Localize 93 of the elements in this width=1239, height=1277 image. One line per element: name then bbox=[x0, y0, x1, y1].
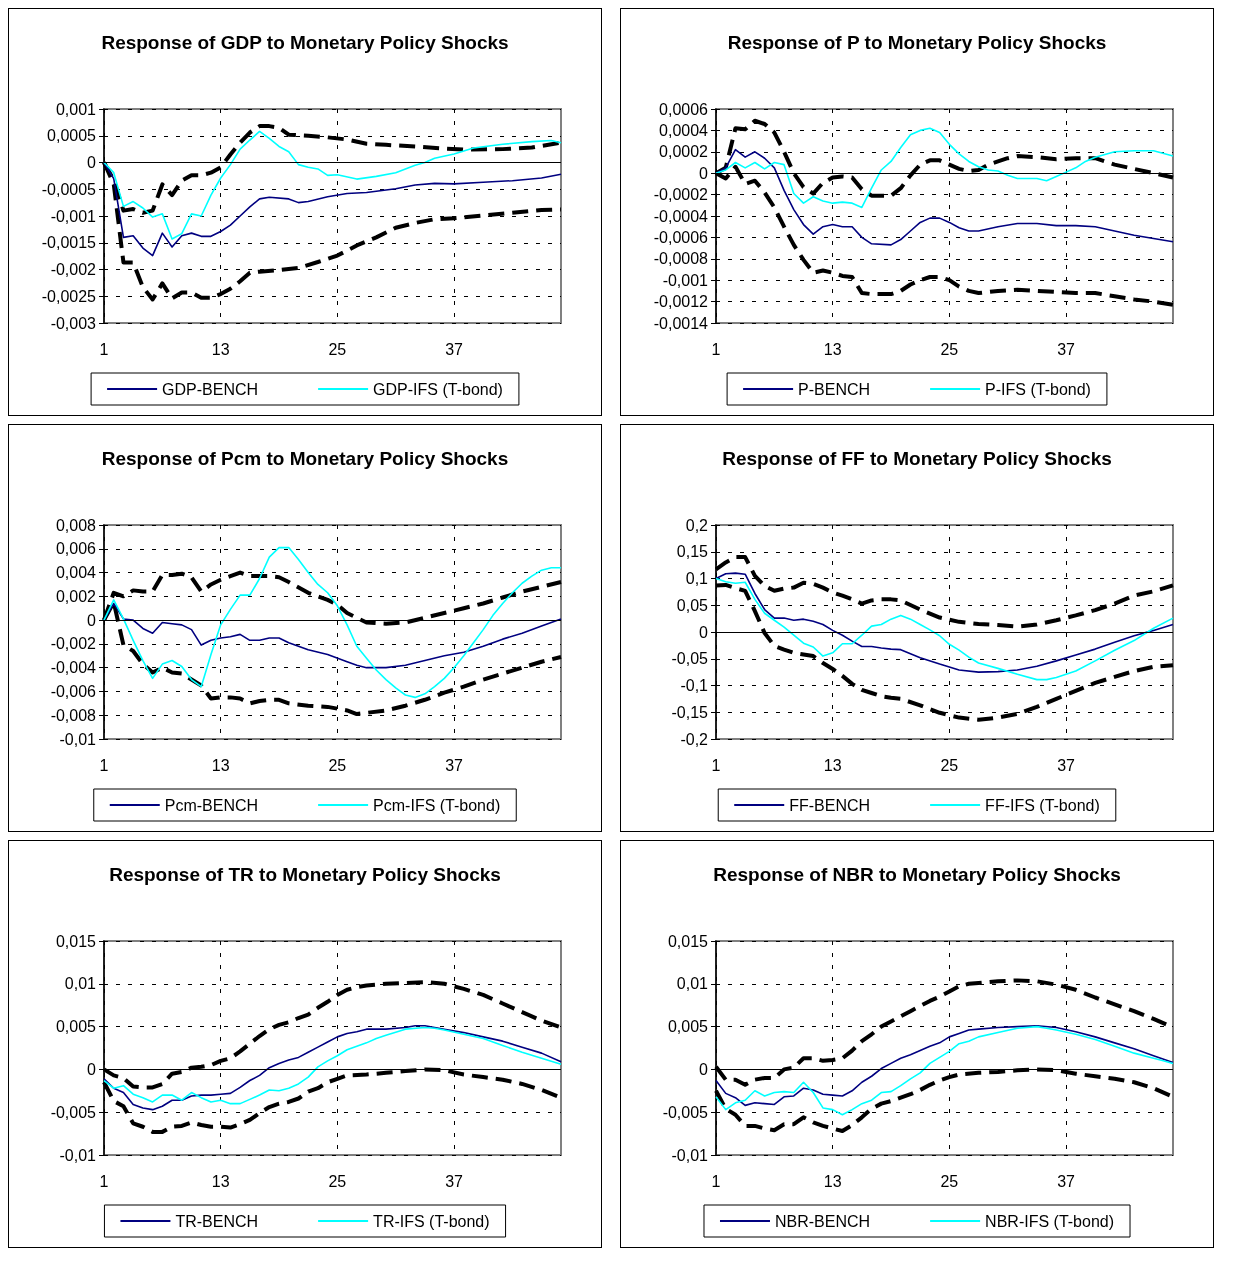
legend-label: Pcm-IFS (T-bond) bbox=[373, 796, 501, 814]
y-tick-label: -0,005 bbox=[662, 1103, 709, 1121]
x-tick-label: 37 bbox=[1057, 1172, 1076, 1190]
y-tick-label: 0 bbox=[699, 623, 709, 641]
y-tick-label: 0 bbox=[87, 611, 97, 629]
legend-label: NBR-BENCH bbox=[774, 1212, 871, 1230]
y-tick-label: -0,002 bbox=[50, 635, 97, 653]
x-tick-label: 13 bbox=[823, 756, 842, 774]
chart-title: Response of P to Monetary Policy Shocks bbox=[727, 31, 1107, 53]
y-tick-label: 0,2 bbox=[685, 516, 709, 534]
x-tick-label: 37 bbox=[445, 340, 464, 358]
legend-label: P-BENCH bbox=[798, 380, 871, 398]
y-tick-label: 0,1 bbox=[685, 570, 709, 587]
x-tick-label: 1 bbox=[99, 340, 109, 358]
y-tick-label: 0,015 bbox=[55, 932, 97, 950]
x-tick-label: 37 bbox=[445, 1172, 464, 1190]
chart-title: Response of NBR to Monetary Policy Shocks bbox=[713, 863, 1121, 885]
x-tick-label: 1 bbox=[99, 756, 109, 774]
y-tick-label: -0,002 bbox=[50, 261, 97, 278]
x-tick-label: 13 bbox=[211, 756, 230, 774]
x-tick-label: 37 bbox=[1057, 340, 1076, 358]
x-tick-label: 1 bbox=[711, 756, 721, 774]
y-tick-label: 0,015 bbox=[667, 932, 709, 950]
y-tick-label: -0,01 bbox=[59, 730, 97, 748]
y-tick-label: -0,2 bbox=[680, 730, 709, 748]
y-tick-label: -0,0006 bbox=[653, 228, 709, 246]
y-tick-label: -0,0015 bbox=[41, 234, 97, 252]
legend-label: P-IFS (T-bond) bbox=[985, 380, 1091, 398]
y-tick-label: 0,001 bbox=[55, 100, 97, 118]
y-tick-label: -0,0002 bbox=[653, 186, 709, 204]
x-tick-label: 13 bbox=[211, 340, 230, 358]
x-tick-label: 25 bbox=[940, 340, 959, 358]
legend-label: Pcm-BENCH bbox=[164, 796, 259, 814]
y-tick-label: -0,0004 bbox=[653, 207, 709, 225]
legend-label: GDP-BENCH bbox=[162, 380, 259, 398]
y-tick-label: 0 bbox=[699, 1060, 709, 1078]
chart-title: Response of FF to Monetary Policy Shocks bbox=[722, 447, 1112, 469]
x-tick-label: 1 bbox=[99, 1172, 109, 1190]
y-tick-label: -0,01 bbox=[59, 1146, 97, 1164]
y-tick-label: 0,15 bbox=[676, 543, 709, 561]
y-tick-label: -0,001 bbox=[662, 271, 709, 289]
legend-label: TR-BENCH bbox=[175, 1212, 259, 1230]
y-tick-label: -0,1 bbox=[680, 677, 709, 694]
x-tick-label: 25 bbox=[940, 1172, 959, 1190]
y-tick-label: 0,05 bbox=[676, 596, 709, 614]
x-tick-label: 25 bbox=[328, 340, 347, 358]
y-tick-label: -0,006 bbox=[50, 682, 97, 700]
y-tick-label: -0,01 bbox=[671, 1146, 709, 1164]
x-tick-label: 1 bbox=[711, 340, 721, 358]
x-tick-label: 25 bbox=[328, 756, 347, 774]
legend-label: FF-BENCH bbox=[789, 796, 871, 814]
x-tick-label: 37 bbox=[445, 756, 464, 774]
legend-label: NBR-IFS (T-bond) bbox=[985, 1212, 1115, 1230]
x-tick-label: 1 bbox=[711, 1172, 721, 1190]
y-tick-label: 0,005 bbox=[55, 1018, 97, 1036]
y-tick-label: 0,0004 bbox=[659, 121, 709, 139]
x-tick-label: 37 bbox=[1057, 756, 1076, 774]
y-tick-label: -0,003 bbox=[50, 314, 97, 332]
y-tick-label: -0,05 bbox=[671, 650, 709, 668]
y-tick-label: 0,004 bbox=[55, 564, 97, 582]
y-tick-label: -0,001 bbox=[50, 207, 97, 225]
y-tick-label: 0,006 bbox=[55, 540, 97, 558]
chart-title: Response of Pcm to Monetary Policy Shocks bbox=[101, 447, 509, 469]
y-tick-label: -0,0025 bbox=[41, 287, 97, 305]
y-tick-label: 0 bbox=[87, 154, 97, 171]
chart-title: Response of GDP to Monetary Policy Shocks bbox=[101, 31, 509, 53]
y-tick-label: 0,0006 bbox=[659, 100, 709, 118]
y-tick-label: 0 bbox=[87, 1060, 97, 1078]
y-tick-label: 0,008 bbox=[55, 516, 97, 534]
y-tick-label: -0,005 bbox=[50, 1103, 97, 1121]
y-tick-label: -0,0014 bbox=[653, 314, 709, 332]
y-tick-label: 0 bbox=[699, 164, 709, 182]
y-tick-label: 0,0002 bbox=[659, 143, 709, 161]
chart-title: Response of TR to Monetary Policy Shocks bbox=[109, 863, 501, 885]
y-tick-label: 0,0005 bbox=[47, 127, 97, 145]
y-tick-label: 0,002 bbox=[55, 587, 97, 605]
legend-label: TR-IFS (T-bond) bbox=[373, 1212, 490, 1230]
y-tick-label: -0,0012 bbox=[653, 293, 709, 311]
x-tick-label: 13 bbox=[823, 340, 842, 358]
y-tick-label: -0,008 bbox=[50, 706, 97, 724]
legend-label: FF-IFS (T-bond) bbox=[985, 796, 1100, 814]
y-tick-label: -0,0005 bbox=[41, 180, 97, 198]
y-tick-label: 0,01 bbox=[676, 975, 709, 993]
y-tick-label: -0,0008 bbox=[653, 250, 709, 268]
x-tick-label: 13 bbox=[823, 1172, 842, 1190]
y-tick-label: 0,005 bbox=[667, 1018, 709, 1036]
y-tick-label: 0,01 bbox=[64, 975, 97, 993]
y-tick-label: -0,15 bbox=[671, 703, 709, 721]
x-tick-label: 25 bbox=[328, 1172, 347, 1190]
legend-label: GDP-IFS (T-bond) bbox=[373, 380, 503, 398]
y-tick-label: -0,004 bbox=[50, 659, 97, 677]
x-tick-label: 25 bbox=[940, 756, 959, 774]
x-tick-label: 13 bbox=[211, 1172, 230, 1190]
